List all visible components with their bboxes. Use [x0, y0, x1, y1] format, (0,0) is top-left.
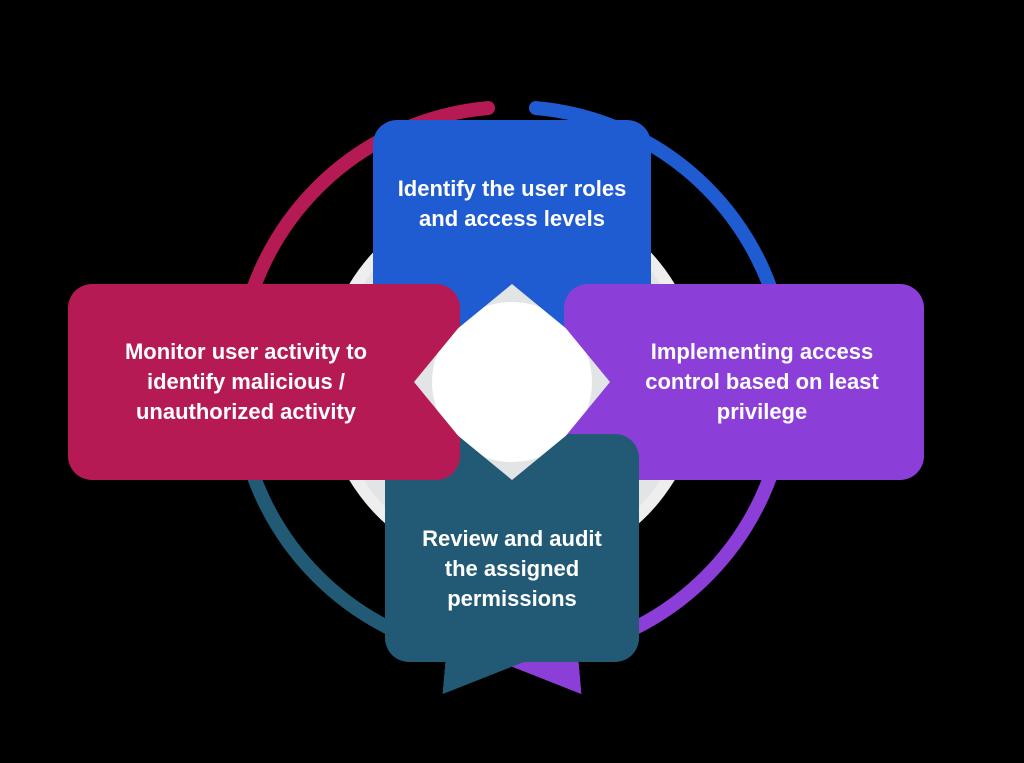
- box-left: Monitor user activity to identify malici…: [68, 284, 460, 480]
- box-left-label: Monitor user activity to identify malici…: [92, 337, 400, 426]
- box-top-label: Identify the user roles and access level…: [397, 174, 627, 233]
- cycle-diagram: Identify the user roles and access level…: [0, 0, 1024, 763]
- box-right-label: Implementing access control based on lea…: [624, 337, 900, 426]
- box-bottom-label: Review and audit the assigned permission…: [409, 524, 615, 613]
